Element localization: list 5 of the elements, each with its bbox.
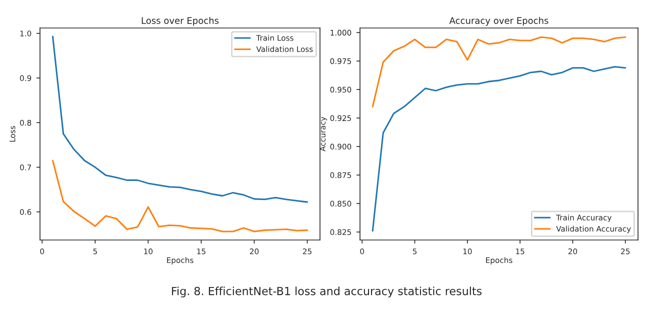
line-series xyxy=(372,36,626,108)
chart-title: Accuracy over Epochs xyxy=(449,16,548,26)
chart-title: Loss over Epochs xyxy=(142,16,219,26)
caption: Fig. 8. EfficientNet-B1 loss and accuracy statistic results xyxy=(172,286,482,298)
line-series xyxy=(52,160,308,232)
